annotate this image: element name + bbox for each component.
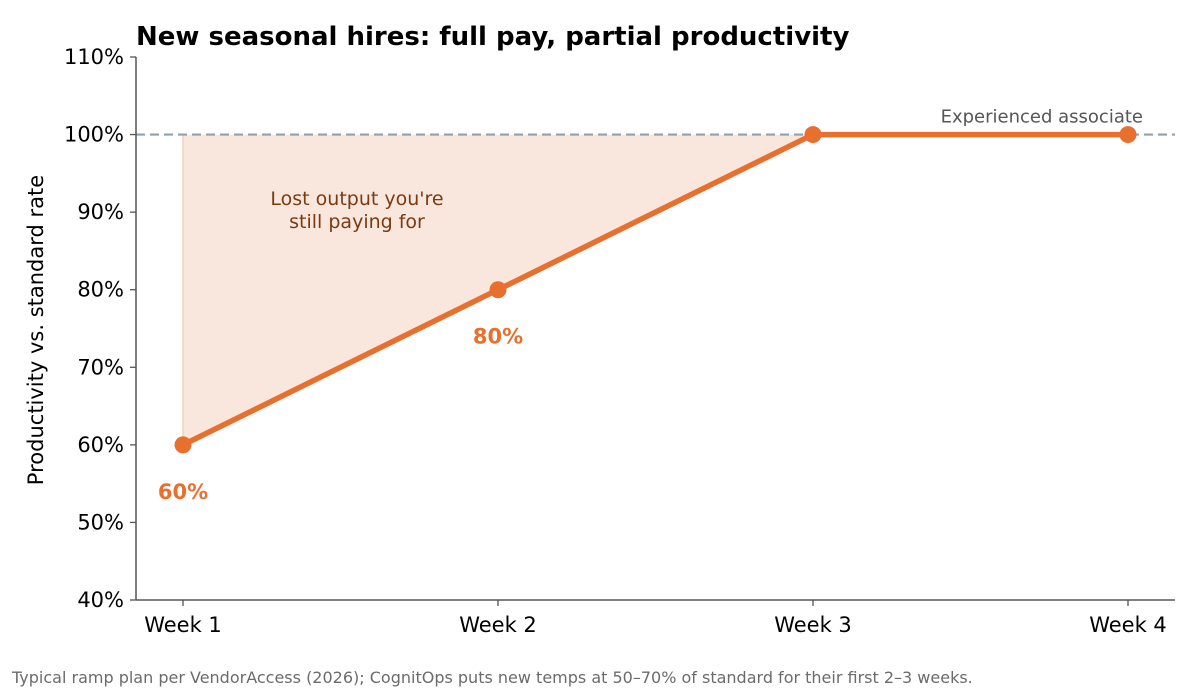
y-tick-label: 60% xyxy=(77,433,124,457)
plot-area: Experienced associate Lost output you're s… xyxy=(64,45,1175,637)
shaded-region-label-line: still paying for xyxy=(289,211,425,233)
x-tick-label: Week 2 xyxy=(459,613,537,637)
x-tick-label: Week 1 xyxy=(144,613,222,637)
y-tick-label: 90% xyxy=(77,200,124,224)
series-line xyxy=(180,131,1131,448)
data-point xyxy=(804,126,822,144)
data-point xyxy=(1119,126,1137,144)
y-tick-label: 70% xyxy=(77,355,124,379)
y-tick-label: 50% xyxy=(77,510,124,534)
y-tick-label: 40% xyxy=(77,588,124,612)
source-note: Typical ramp plan per VendorAccess (2026… xyxy=(11,668,973,687)
chart-title: New seasonal hires: full pay, partial pr… xyxy=(136,22,849,52)
data-label: 80% xyxy=(473,325,523,349)
y-tick-label: 80% xyxy=(77,278,124,302)
data-point xyxy=(174,436,192,454)
reference-label: Experienced associate xyxy=(941,107,1143,128)
x-tick-label: Week 4 xyxy=(1089,613,1167,637)
y-tick-label: 110% xyxy=(64,45,124,69)
data-label: 60% xyxy=(158,480,208,504)
shaded-region-label: Lost output you're still paying for xyxy=(270,188,443,233)
shaded-region-label-line: Lost output you're xyxy=(270,188,443,210)
y-tick-label: 100% xyxy=(64,123,124,147)
data-point xyxy=(489,281,507,299)
y-axis-label: Productivity vs. standard rate xyxy=(24,175,48,485)
x-tick-label: Week 3 xyxy=(774,613,852,637)
